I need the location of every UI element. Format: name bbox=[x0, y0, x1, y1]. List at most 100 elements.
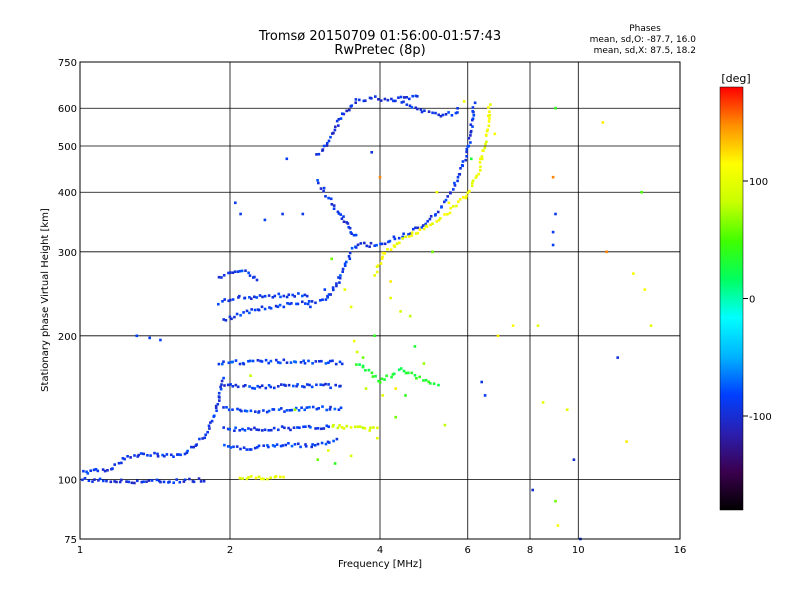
trace-echo bbox=[341, 112, 344, 115]
trace-echo bbox=[468, 189, 471, 193]
trace-echo bbox=[336, 426, 340, 430]
trace-echo bbox=[326, 294, 329, 298]
trace-echo bbox=[261, 295, 264, 299]
trace-echo bbox=[415, 377, 418, 380]
trace-echo bbox=[305, 406, 309, 409]
trace-echo bbox=[377, 379, 380, 383]
trace-echo bbox=[284, 443, 287, 447]
trace-echo bbox=[381, 255, 384, 259]
trace-echo bbox=[373, 274, 376, 277]
trace-echo bbox=[470, 184, 474, 188]
trace-echo bbox=[471, 118, 474, 122]
trace-echo bbox=[270, 428, 273, 432]
trace-echo bbox=[247, 360, 250, 363]
trace-echo bbox=[147, 479, 151, 482]
trace-echo bbox=[136, 455, 139, 458]
trace-echo bbox=[290, 302, 293, 305]
trace-echo bbox=[349, 426, 353, 429]
trace-echo bbox=[175, 478, 178, 481]
trace-echo bbox=[370, 371, 374, 375]
trace-echo bbox=[266, 444, 269, 447]
trace-echo bbox=[257, 410, 261, 413]
trace-echo bbox=[101, 468, 105, 471]
trace-echo bbox=[337, 276, 340, 279]
trace-echo bbox=[244, 384, 247, 387]
echo-point bbox=[399, 310, 402, 313]
trace-echo bbox=[320, 359, 323, 363]
x-tick-label: 8 bbox=[527, 545, 533, 556]
trace-echo bbox=[327, 383, 330, 386]
trace-echo bbox=[258, 385, 262, 389]
trace-echo bbox=[228, 315, 232, 319]
trace-echo bbox=[239, 447, 242, 451]
trace-echo bbox=[336, 210, 340, 214]
trace-echo bbox=[365, 244, 369, 248]
trace-echo bbox=[282, 358, 286, 362]
trace-echo bbox=[343, 262, 347, 266]
trace-echo bbox=[273, 386, 276, 390]
trace-echo bbox=[307, 300, 311, 303]
trace-echo bbox=[392, 372, 396, 376]
trace-echo bbox=[272, 426, 276, 430]
trace-echo bbox=[474, 176, 478, 179]
trace-echo bbox=[469, 141, 472, 144]
trace-echo bbox=[242, 311, 245, 314]
trace-echo bbox=[250, 308, 253, 311]
trace-echo bbox=[324, 382, 327, 386]
trace-echo bbox=[465, 147, 469, 151]
trace-echo bbox=[443, 200, 446, 204]
echo-point bbox=[470, 157, 473, 161]
trace-echo bbox=[412, 227, 415, 231]
echo-point bbox=[496, 334, 500, 338]
trace-echo bbox=[238, 269, 242, 273]
trace-echo bbox=[472, 114, 476, 117]
trace-echo bbox=[235, 312, 239, 316]
echo-point bbox=[551, 230, 555, 234]
trace-echo bbox=[388, 239, 392, 243]
trace-echo bbox=[324, 195, 327, 198]
trace-echo bbox=[411, 94, 414, 98]
trace-echo bbox=[437, 113, 440, 117]
trace-echo bbox=[397, 236, 401, 240]
trace-echo bbox=[311, 362, 314, 365]
trace-echo bbox=[397, 368, 401, 372]
trace-echo bbox=[222, 318, 225, 321]
trace-echo bbox=[248, 448, 251, 451]
trace-echo bbox=[443, 213, 446, 216]
trace-echo bbox=[233, 315, 236, 319]
echo-point bbox=[551, 175, 555, 179]
trace-echo bbox=[454, 111, 458, 115]
trace-echo bbox=[81, 478, 84, 482]
trace-echo bbox=[277, 408, 281, 411]
trace-echo bbox=[304, 443, 307, 446]
trace-echo bbox=[408, 97, 411, 101]
trace-echo bbox=[332, 288, 335, 292]
trace-echo bbox=[404, 235, 407, 239]
trace-echo bbox=[243, 296, 247, 300]
trace-echo bbox=[292, 426, 296, 429]
trace-echo bbox=[277, 385, 280, 388]
trace-echo bbox=[392, 99, 395, 103]
y-tick-label: 75 bbox=[64, 535, 77, 546]
trace-echo bbox=[317, 152, 321, 156]
trace-echo bbox=[161, 453, 164, 457]
trace-echo bbox=[87, 479, 91, 482]
x-tick-label: 10 bbox=[572, 545, 585, 556]
trace-echo bbox=[387, 240, 390, 244]
trace-echo bbox=[210, 419, 214, 423]
trace-echo bbox=[460, 164, 464, 167]
trace-echo bbox=[282, 305, 286, 309]
trace-echo bbox=[203, 436, 206, 440]
echo-point bbox=[511, 324, 515, 327]
trace-echo bbox=[322, 427, 326, 430]
trace-echo bbox=[226, 427, 230, 431]
trace-echo bbox=[473, 101, 477, 105]
trace-echo bbox=[356, 425, 360, 429]
trace-echo bbox=[364, 369, 367, 372]
trace-echo bbox=[352, 233, 356, 237]
trace-echo bbox=[233, 270, 237, 273]
trace-echo bbox=[332, 207, 336, 210]
trace-echo bbox=[435, 220, 439, 223]
trace-echo bbox=[226, 383, 230, 387]
trace-echo bbox=[239, 314, 242, 317]
